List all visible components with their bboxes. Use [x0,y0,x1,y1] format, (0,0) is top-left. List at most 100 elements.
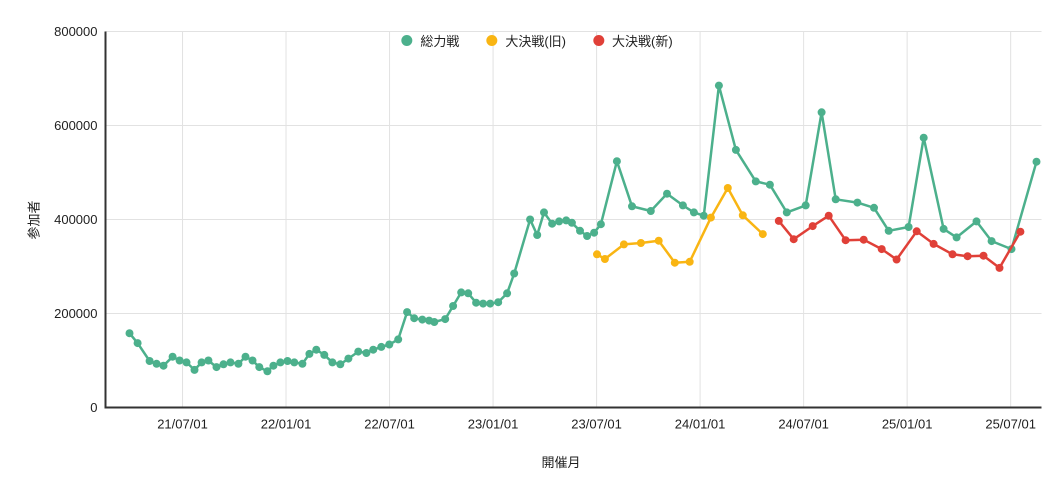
data-point [912,227,921,236]
gridlines [105,31,1042,408]
y-tick-label: 0 [90,400,97,415]
data-point [441,315,450,324]
chart-legend: 総力戦 大決戦(旧) 大決戦(新) [401,31,673,50]
data-point [133,339,142,348]
data-point [892,255,901,264]
data-point [689,208,698,217]
data-point [963,252,972,261]
data-point [336,360,345,369]
data-point [219,360,228,369]
data-point [510,269,519,278]
data-point [583,232,592,240]
data-point [758,230,767,239]
data-point [831,195,840,204]
data-point [596,220,605,229]
data-point [212,363,221,372]
data-point [263,367,272,376]
data-point [841,236,850,245]
y-tick-label: 400000 [54,212,97,227]
series-大決戦(新) [774,211,1025,272]
data-point [870,203,878,212]
series-大決戦(旧) [593,184,767,267]
data-point [685,257,694,266]
legend-dot-daikessen-old [486,35,498,46]
data-point [801,201,810,210]
data-point [410,314,419,323]
y-tick-label: 800000 [54,24,97,39]
data-point [824,211,833,220]
data-point [593,250,601,259]
data-point [628,202,636,211]
data-point [369,345,378,354]
data-point [503,289,512,298]
x-tick-label: 24/07/01 [778,417,829,432]
data-point [175,356,184,365]
data-point [636,239,645,247]
data-point [699,211,708,220]
data-point [526,215,535,224]
data-point [877,245,886,254]
y-tick-label: 200000 [54,306,97,321]
data-point [995,263,1004,272]
data-point [204,356,213,365]
data-point [494,298,503,307]
data-point [145,357,154,365]
data-point [479,299,488,308]
legend-label-daikessen-new: 大決戦(新) [612,34,673,49]
legend-item-daikessen-new: 大決戦(新) [593,31,673,50]
x-tick-label: 22/01/01 [261,417,312,432]
data-point [576,226,584,235]
data-point [320,350,329,359]
y-axis-title: 参加者 [26,200,42,240]
data-point [190,365,199,374]
data-point [979,251,988,260]
x-axis-title: 開催月 [541,455,581,470]
data-point [929,239,938,248]
data-point [654,236,663,245]
data-point [600,255,609,263]
data-point [226,358,235,367]
data-point [234,359,243,368]
data-point [548,219,557,228]
data-point [555,217,564,226]
data-point [457,288,466,297]
data-point [276,358,285,367]
x-tick-label: 23/01/01 [468,417,519,432]
data-point [418,315,427,324]
axes [104,31,1042,409]
y-tick-label: 600000 [54,118,97,133]
data-point [344,354,353,363]
data-point [168,352,177,361]
data-point [1016,227,1025,236]
data-point [646,207,655,215]
data-point [354,347,363,356]
data-point [972,217,981,226]
data-point [904,223,913,231]
data-point [987,237,996,246]
x-tick-label: 23/07/01 [571,417,622,432]
data-point [853,198,862,207]
data-point [612,157,621,166]
x-tick-label: 24/01/01 [675,417,726,432]
data-point [789,235,798,244]
data-point [714,81,723,90]
data-point [678,201,687,210]
x-tick-label: 22/07/01 [364,417,415,432]
data-point [751,177,760,186]
tick-labels: 0 200000 400000 600000 800000 21/07/01 22/01/0… [54,24,1036,432]
data-point [312,345,321,354]
x-tick-label: 25/07/01 [985,417,1036,432]
data-point [394,335,403,344]
legend-label-souryokusen: 総力戦 [420,34,460,49]
data-point [152,359,161,368]
data-point [859,235,868,244]
data-point [486,299,495,308]
data-point [464,289,473,298]
data-point [305,349,314,358]
data-point [731,145,740,154]
data-point [808,222,817,231]
data-point [241,352,250,361]
data-point [663,189,671,198]
data-point [328,358,337,367]
x-tick-label: 21/07/01 [157,417,208,432]
